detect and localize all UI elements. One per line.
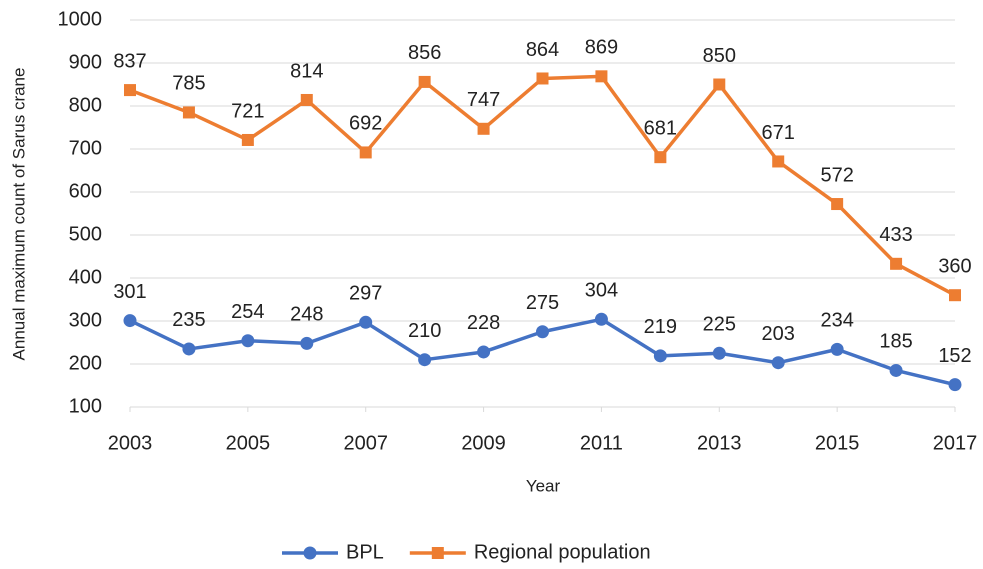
data-point [713, 78, 726, 91]
data-label: 692 [349, 113, 382, 135]
x-tick-label: 2007 [343, 432, 388, 454]
data-label: 747 [467, 89, 500, 111]
data-point [653, 349, 667, 363]
data-label: 297 [349, 283, 382, 305]
data-point [300, 93, 313, 106]
data-point [772, 155, 785, 168]
data-label: 185 [879, 331, 912, 353]
data-point [830, 342, 844, 356]
data-point [182, 342, 196, 356]
data-point [948, 378, 962, 392]
data-point [359, 146, 372, 159]
data-point [594, 312, 608, 326]
data-point [418, 353, 432, 367]
legend-label: Regional population [474, 541, 651, 563]
x-tick-label: 2013 [697, 432, 742, 454]
data-point [418, 75, 431, 88]
data-point [123, 314, 137, 328]
data-point [536, 72, 549, 85]
data-label: 785 [172, 73, 205, 95]
data-label: 572 [820, 164, 853, 186]
data-point [771, 356, 785, 370]
data-point [359, 315, 373, 329]
data-point [595, 70, 608, 83]
data-label: 864 [526, 39, 559, 61]
legend-marker [431, 547, 444, 559]
x-tick-label: 2017 [933, 432, 978, 454]
y-tick-label: 900 [69, 51, 102, 73]
data-label: 304 [585, 280, 618, 302]
data-point [712, 346, 726, 360]
data-point [890, 257, 903, 270]
data-point [477, 345, 491, 359]
y-tick-label: 400 [69, 266, 102, 288]
data-point [654, 151, 667, 164]
data-label: 837 [113, 50, 146, 72]
data-label: 234 [820, 310, 853, 332]
data-point [949, 289, 961, 302]
data-label: 850 [703, 45, 736, 67]
x-tick-label: 2005 [226, 432, 271, 454]
y-tick-label: 1000 [58, 8, 103, 30]
data-label: 433 [879, 224, 912, 246]
data-label: 275 [526, 292, 559, 314]
data-point [124, 84, 136, 97]
data-point [889, 363, 903, 377]
data-label: 721 [231, 100, 264, 122]
data-label: 235 [172, 309, 205, 331]
y-axis-label: Annual maximum count of Sarus crane [9, 68, 28, 361]
y-tick-label: 700 [69, 137, 102, 159]
legend-marker [303, 546, 317, 560]
data-label: 869 [585, 37, 618, 59]
data-point [182, 106, 195, 119]
x-tick-label: 2009 [461, 432, 506, 454]
data-point [536, 325, 549, 339]
y-tick-label: 800 [69, 94, 102, 116]
data-label: 671 [762, 122, 795, 144]
data-point [241, 334, 255, 348]
data-label: 203 [762, 323, 795, 345]
x-tick-label: 2015 [815, 432, 860, 454]
data-label: 248 [290, 304, 323, 326]
y-tick-label: 600 [69, 180, 102, 202]
y-tick-label: 500 [69, 223, 102, 245]
data-label: 814 [290, 60, 323, 82]
data-label: 225 [703, 314, 736, 336]
legend-label: BPL [346, 541, 384, 563]
data-label: 681 [644, 117, 677, 139]
data-point [241, 133, 254, 146]
data-point [477, 122, 490, 135]
data-label: 360 [938, 255, 971, 277]
x-axis-label: Year [526, 476, 561, 495]
data-label: 856 [408, 42, 441, 64]
data-label: 228 [467, 312, 500, 334]
data-label: 152 [938, 345, 971, 367]
data-label: 219 [644, 316, 677, 338]
y-tick-label: 100 [69, 395, 102, 417]
x-tick-label: 2003 [108, 432, 153, 454]
data-label: 301 [113, 281, 146, 303]
data-label: 254 [231, 301, 264, 323]
data-point [831, 198, 844, 211]
x-tick-label: 2011 [580, 432, 623, 454]
y-tick-label: 200 [69, 352, 102, 374]
y-tick-label: 300 [69, 309, 102, 331]
data-label: 210 [408, 320, 441, 342]
data-point [300, 336, 314, 350]
